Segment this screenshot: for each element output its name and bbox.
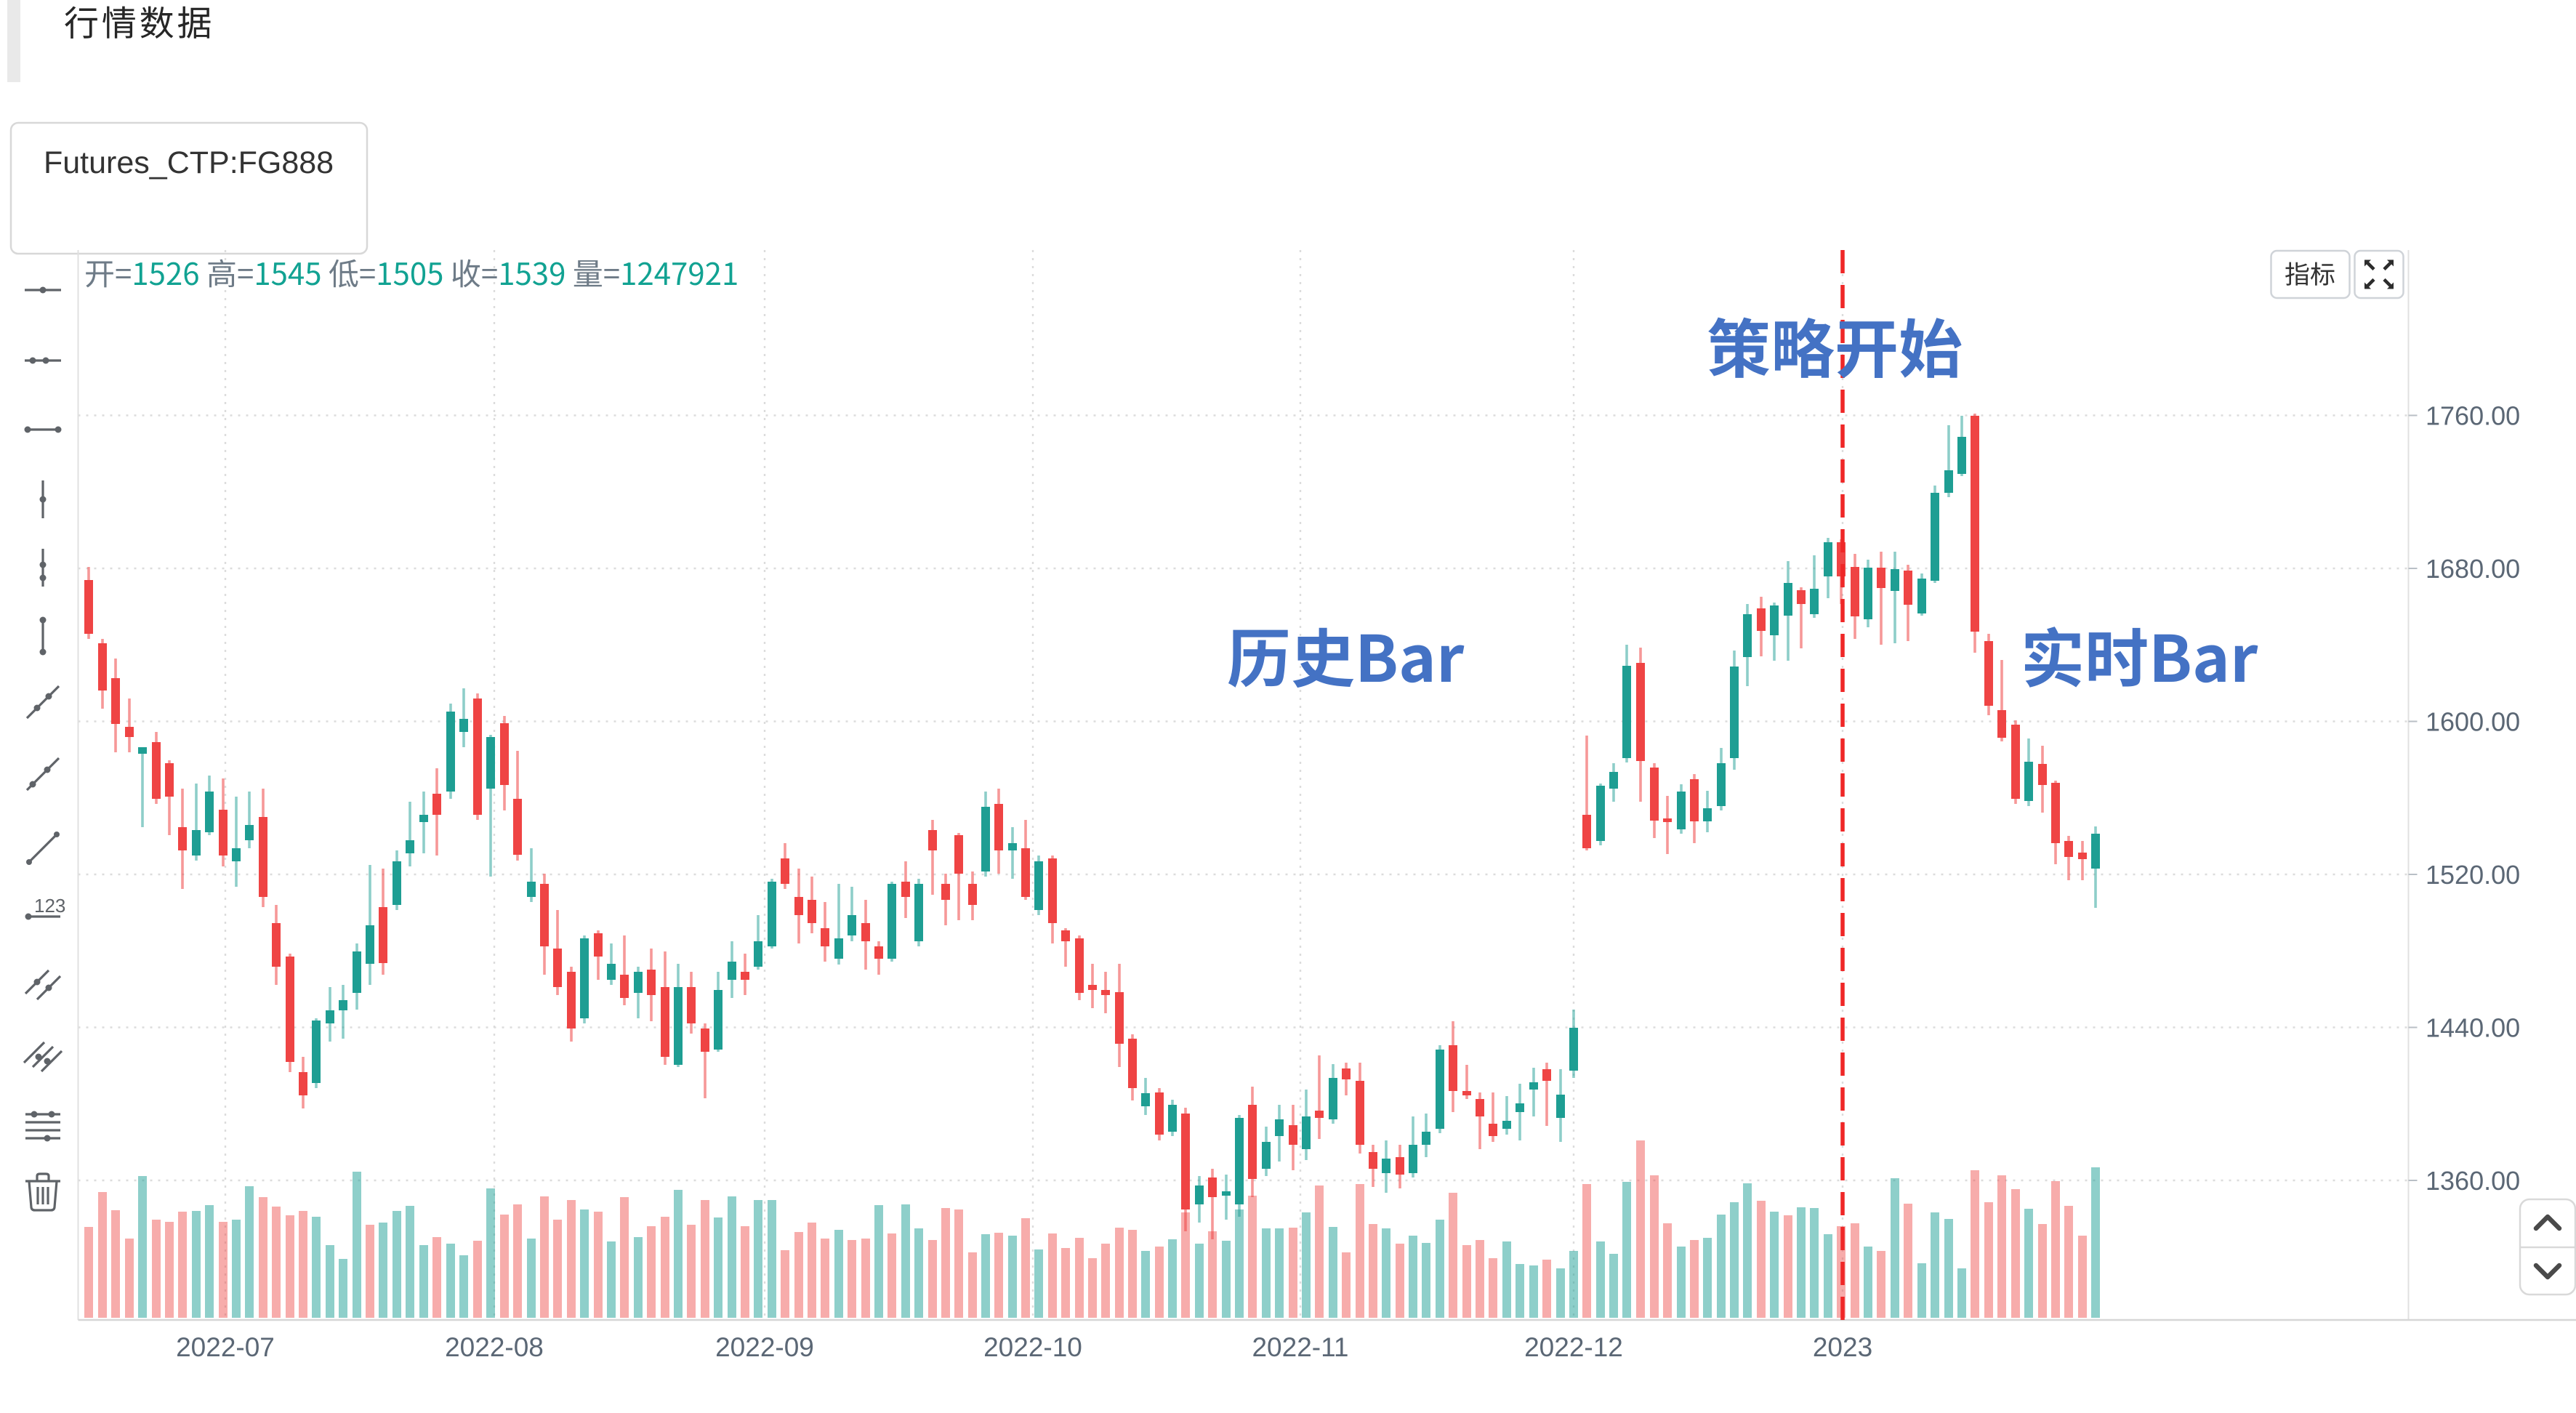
- svg-text:1680.00: 1680.00: [2426, 554, 2520, 584]
- svg-text:2022-08: 2022-08: [445, 1332, 544, 1362]
- svg-text:2022-11: 2022-11: [1252, 1332, 1348, 1362]
- svg-text:1760.00: 1760.00: [2426, 401, 2520, 431]
- svg-text:1360.00: 1360.00: [2426, 1166, 2520, 1196]
- svg-text:1600.00: 1600.00: [2426, 707, 2520, 737]
- svg-text:123: 123: [34, 895, 65, 917]
- svg-text:1520.00: 1520.00: [2426, 860, 2520, 890]
- svg-text:2022-07: 2022-07: [176, 1332, 275, 1362]
- svg-text:2023: 2023: [1813, 1332, 1872, 1362]
- svg-text:2022-10: 2022-10: [983, 1332, 1082, 1362]
- svg-text:2022-12: 2022-12: [1524, 1332, 1623, 1362]
- svg-text:Futures_CTP:FG888: Futures_CTP:FG888: [44, 145, 334, 180]
- svg-text:2022-09: 2022-09: [715, 1332, 814, 1362]
- svg-text:1440.00: 1440.00: [2426, 1013, 2520, 1043]
